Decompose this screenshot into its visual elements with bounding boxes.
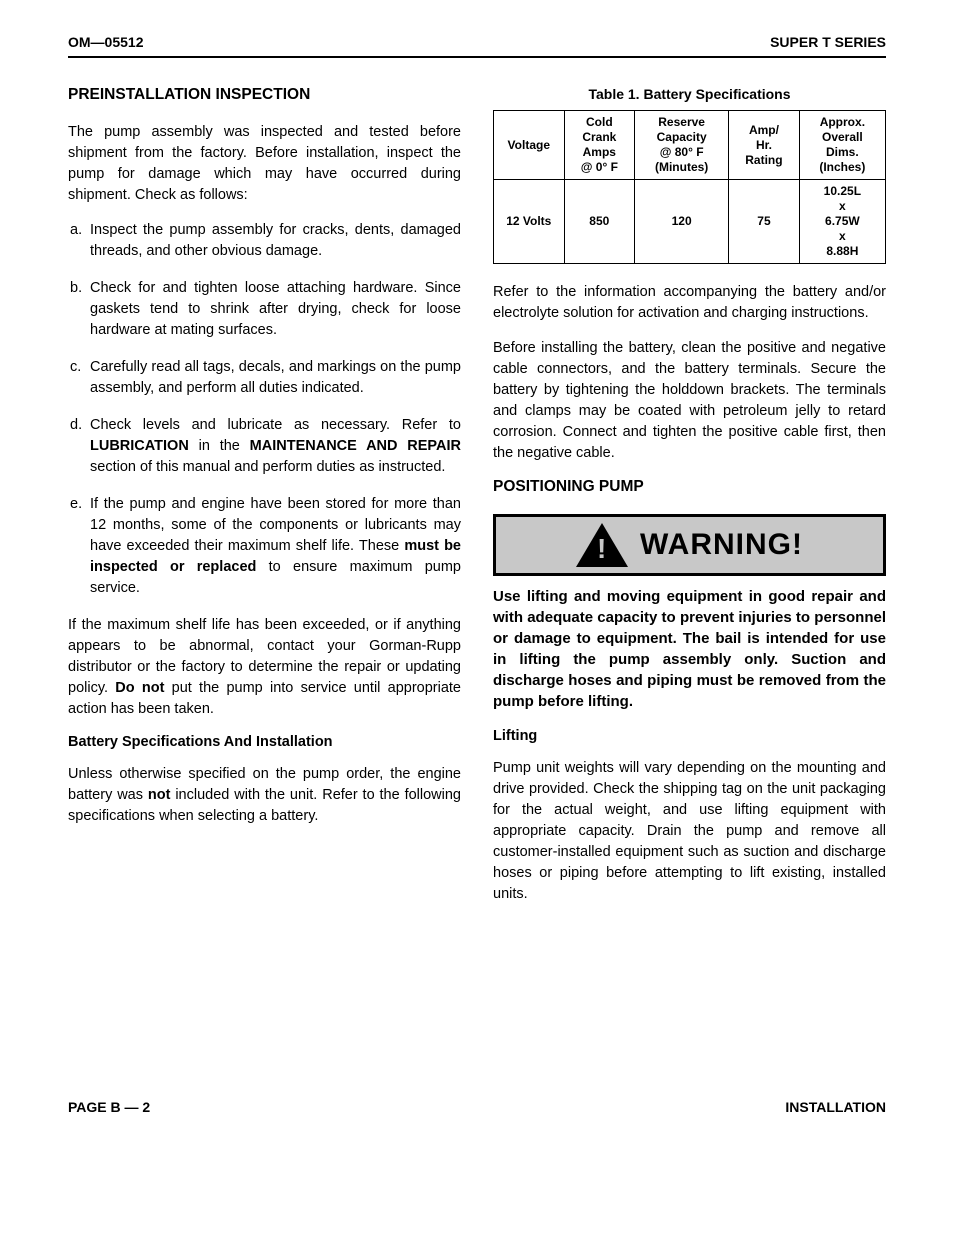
table-header-row: Voltage ColdCrankAmps@ 0° F ReserveCapac… [494,111,886,180]
footer-left: PAGE B — 2 [68,1099,150,1115]
list-item-text: Check for and tighten loose attaching ha… [90,280,461,338]
heading-preinstallation: PREINSTALLATION INSPECTION [68,86,461,104]
list-item-text: If the pump and engine have been stored … [90,496,461,596]
list-item: b.Check for and tighten loose attaching … [90,278,461,341]
warning-box: ! WARNING! [493,514,886,576]
heading-positioning: POSITIONING PUMP [493,478,886,496]
battery-spec-table: Voltage ColdCrankAmps@ 0° F ReserveCapac… [493,110,886,264]
exclamation-icon: ! [597,535,606,563]
table-cell: 12 Volts [494,180,565,264]
inspection-list: a.Inspect the pump assembly for cracks, … [68,220,461,599]
two-column-layout: PREINSTALLATION INSPECTION The pump asse… [68,86,886,919]
table-cell: 75 [729,180,800,264]
heading-lifting: Lifting [493,728,886,744]
list-item-text: Inspect the pump assembly for cracks, de… [90,222,461,259]
list-item: c.Carefully read all tags, decals, and m… [90,357,461,399]
list-item: a.Inspect the pump assembly for cracks, … [90,220,461,262]
before-install-paragraph: Before installing the battery, clean the… [493,338,886,464]
page-header: OM—05512 SUPER T SERIES [68,34,886,58]
warning-body-text: Use lifting and moving equipment in good… [493,586,886,712]
list-item: e.If the pump and engine have been store… [90,494,461,599]
footer-right: INSTALLATION [785,1099,886,1115]
table-cell: 850 [564,180,635,264]
header-right: SUPER T SERIES [770,34,886,50]
lifting-paragraph: Pump unit weights will vary depending on… [493,758,886,905]
col-header: Approx.OverallDims.(Inches) [799,111,885,180]
right-column: Table 1. Battery Specifications Voltage … [493,86,886,919]
col-header: ColdCrankAmps@ 0° F [564,111,635,180]
heading-battery-spec: Battery Specifications And Installation [68,734,461,750]
page: OM—05512 SUPER T SERIES PREINSTALLATION … [0,0,954,1155]
header-left: OM—05512 [68,34,143,50]
table-row: 12 Volts 850 120 75 10.25Lx6.75Wx8.88H [494,180,886,264]
col-header: Amp/Hr.Rating [729,111,800,180]
shelf-life-paragraph: If the maximum shelf life has been excee… [68,615,461,720]
col-header: Voltage [494,111,565,180]
page-footer: PAGE B — 2 INSTALLATION [68,1099,886,1115]
warning-label: WARNING! [640,528,803,562]
list-item-text: Check levels and lubricate as necessary.… [90,417,461,475]
table-cell: 120 [635,180,729,264]
intro-paragraph: The pump assembly was inspected and test… [68,122,461,206]
left-column: PREINSTALLATION INSPECTION The pump asse… [68,86,461,919]
refer-paragraph: Refer to the information accompanying th… [493,282,886,324]
col-header: ReserveCapacity@ 80° F(Minutes) [635,111,729,180]
table-cell: 10.25Lx6.75Wx8.88H [799,180,885,264]
warning-triangle-icon: ! [576,523,628,567]
table-title: Table 1. Battery Specifications [493,86,886,102]
list-item: d.Check levels and lubricate as necessar… [90,415,461,478]
list-item-text: Carefully read all tags, decals, and mar… [90,359,461,396]
battery-paragraph: Unless otherwise specified on the pump o… [68,764,461,827]
